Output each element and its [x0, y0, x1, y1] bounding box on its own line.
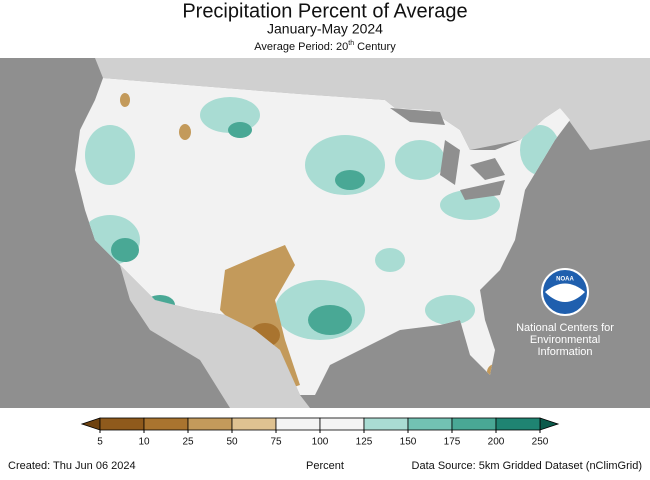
legend-tick-label: 100 — [312, 437, 329, 448]
created: Created: Thu Jun 06 2024 — [8, 460, 136, 472]
legend-label: Percent — [306, 460, 344, 472]
over-triangle — [539, 417, 560, 431]
legend-tick-label: 200 — [488, 437, 505, 448]
mexico — [120, 265, 310, 408]
legend-bin — [99, 417, 145, 431]
noaa-logo-bird — [545, 283, 585, 302]
legend-bin — [451, 417, 497, 431]
great-lakes — [390, 108, 505, 200]
legend-tick-label: 250 — [532, 437, 549, 448]
source: Data Source: 5km Gridded Dataset (nClimG… — [412, 460, 642, 472]
legend-bin — [231, 417, 277, 431]
subtitle: January-May 2024 — [267, 21, 383, 37]
period-sup: th — [348, 40, 354, 47]
legend-bin — [187, 417, 233, 431]
canada — [60, 58, 650, 150]
legend-tick-label: 50 — [226, 437, 238, 448]
under-triangle — [80, 417, 101, 431]
org-line: Information — [537, 346, 592, 358]
legend-bin — [495, 417, 541, 431]
color-legend: 5 10 25 50 75 100 125 150 175 200 250 Percent — [80, 417, 560, 472]
legend-bin — [319, 417, 365, 431]
org-name: National Centers forEnvironmentalInforma… — [516, 322, 614, 358]
noaa-logo-text: NOAA — [556, 277, 574, 283]
legend-tick-label: 125 — [356, 437, 373, 448]
title: Precipitation Percent of Average — [182, 0, 467, 22]
legend-bin — [143, 417, 189, 431]
period-prefix: Average Period: 20 — [254, 41, 348, 53]
legend-bin — [275, 417, 321, 431]
legend-bin — [363, 417, 409, 431]
legend-tick-label: 10 — [138, 437, 150, 448]
period-suffix: Century — [354, 41, 396, 53]
org-line: Environmental — [530, 334, 600, 346]
legend-bin — [407, 417, 453, 431]
org-line: National Centers for — [516, 322, 614, 334]
legend-tick-label: 175 — [444, 437, 461, 448]
legend-tick-label: 5 — [97, 437, 103, 448]
legend-tick-label: 75 — [270, 437, 282, 448]
legend-tick-label: 25 — [182, 437, 194, 448]
legend-tick-label: 150 — [400, 437, 417, 448]
period: Average Period: 20th Century — [254, 40, 396, 53]
